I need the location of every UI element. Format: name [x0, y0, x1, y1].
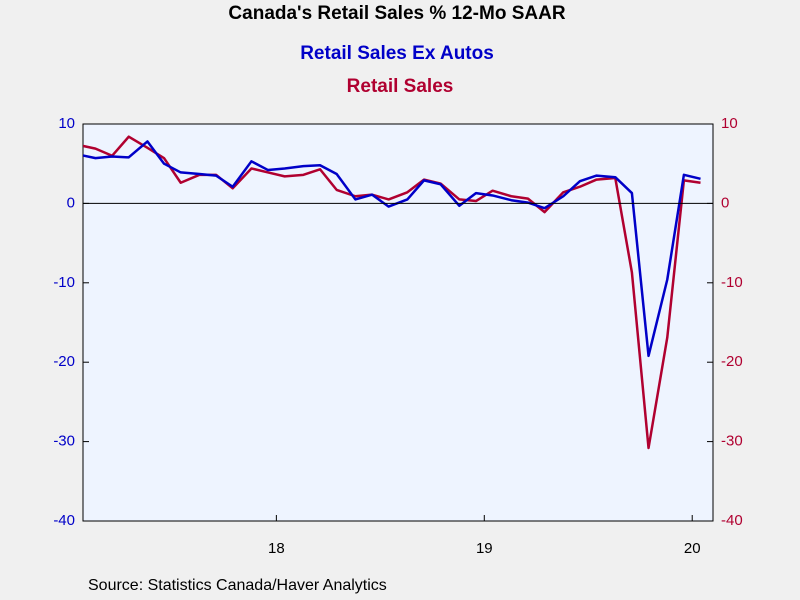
y2-tick-label: 10 [721, 115, 738, 132]
marks-layer [83, 135, 701, 450]
y-tick-label: 0 [67, 194, 75, 211]
y-tick-label: -40 [53, 512, 75, 529]
y-tick-label: -10 [53, 274, 75, 291]
plot-area [82, 123, 714, 522]
legend-entry: Retail Sales [347, 76, 454, 97]
y-tick-label: -20 [53, 353, 75, 370]
x-tick-label: 18 [268, 540, 285, 557]
series-line [83, 135, 701, 450]
y2-tick-label: -10 [721, 274, 743, 291]
y2-tick-label: 0 [721, 194, 729, 211]
legend-entry: Retail Sales Ex Autos [300, 43, 494, 64]
y-tick-label: -30 [53, 433, 75, 450]
y2-tick-label: -30 [721, 433, 743, 450]
y2-tick-label: -40 [721, 512, 743, 529]
source-note: Source: Statistics Canada/Haver Analytic… [88, 577, 387, 594]
x-tick-label: 19 [476, 540, 493, 557]
series-line [83, 140, 701, 358]
x-tick-label: 20 [684, 540, 701, 557]
y-tick-label: 10 [58, 115, 75, 132]
chart-title: Canada's Retail Sales % 12-Mo SAAR [228, 3, 565, 24]
y2-tick-label: -20 [721, 353, 743, 370]
